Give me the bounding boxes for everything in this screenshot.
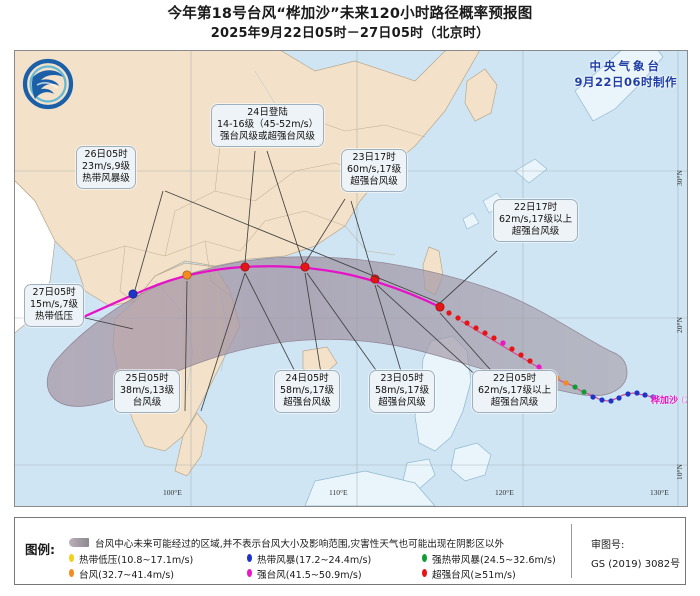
cma-logo-icon [22, 58, 74, 110]
legend-item-super-typhoon: 超强台风(≥51m/s) [422, 567, 516, 581]
callout-24d05[interactable]: 24日05时 58m/s,17级 超强台风级 [274, 370, 341, 414]
approval-label: 审图号: [591, 540, 625, 551]
callout-landfall[interactable]: 24日登陆 14-16级（45-52m/s） 强台风级或超强台风级 [211, 104, 325, 148]
callout-25d05-line1: 25日05时 [125, 373, 169, 384]
legend-label-severe-typhoon: 强台风(41.5~50.9m/s) [257, 570, 362, 581]
legend-left-column: 图例: 台风中心未来可能经过的区域,并不表示台风大小及影响范围,灾害性天气也可能… [15, 518, 571, 584]
callout-22d05-line1: 22日05时 [492, 373, 537, 384]
legend-label-typhoon: 台风(32.7~41.4m/s) [79, 570, 175, 581]
callout-landfall-line2: 14-16级（45-52m/s） [217, 119, 319, 131]
y-tick-20n: 20°N [675, 317, 684, 333]
callout-23d05-line2: 58m/s,17级 [375, 385, 430, 397]
x-tick-110e: 110°E [329, 488, 348, 497]
legend-dot-super-typhoon [422, 569, 427, 577]
callout-22d17[interactable]: 22日17时 62m/s,17级以上 超强台风级 [493, 199, 579, 243]
storm-name-text: 桦加沙 [651, 396, 679, 406]
approval-block: 审图号: GS (2019) 3082号 [591, 536, 680, 574]
callout-27d05-line2: 15m/s,7级 [30, 299, 79, 311]
legend-title: 图例: [25, 542, 55, 557]
callout-22d17-line2: 62m/s,17级以上 [499, 214, 573, 226]
callout-23d17[interactable]: 23日17时 60m/s,17级 超强台风级 [341, 149, 408, 193]
title-line-1: 今年第18号台风“桦加沙”未来120小时路径概率预报图 [167, 6, 533, 22]
callout-25d05[interactable]: 25日05时 38m/s,13级 台风级 [114, 370, 181, 414]
callout-26d05-line1: 26日05时 [84, 149, 128, 160]
legend-label-severe-tropical-storm: 强热带风暴(24.5~32.6m/s) [432, 555, 556, 566]
callout-landfall-line1: 24日登陆 [247, 107, 288, 118]
callout-22d17-line1: 22日17时 [513, 202, 558, 213]
storm-name-label: 桦加沙 (2518) [651, 393, 687, 406]
callout-23d05-line3: 超强台风级 [378, 397, 426, 409]
legend-item-tropical-depression: 热带低压(10.8~17.1m/s) [69, 552, 193, 566]
callout-23d17-line2: 60m/s,17级 [347, 164, 402, 176]
callout-26d05-line2: 23m/s,9级 [82, 161, 131, 173]
legend-label-tropical-storm: 热带风暴(17.2~24.4m/s) [257, 555, 372, 566]
x-tick-120e: 120°E [495, 488, 514, 497]
legend-dot-severe-typhoon [247, 569, 252, 577]
callout-23d17-line1: 23日17时 [352, 152, 396, 163]
callout-22d05-line2: 62m/s,17级以上 [478, 385, 552, 397]
callout-23d05[interactable]: 23日05时 58m/s,17级 超强台风级 [369, 370, 436, 414]
y-tick-30n: 30°N [675, 170, 684, 186]
map-canvas[interactable]: 中央气象台 9月22日06时制作 桦加沙 (2518) 100°E 110°E … [14, 50, 688, 507]
legend-label-tropical-depression: 热带低压(10.8~17.1m/s) [79, 555, 194, 566]
legend-divider [571, 524, 572, 578]
x-tick-100e: 100°E [163, 488, 182, 497]
watermark-line-1: 中央气象台 [589, 59, 662, 73]
callout-24d05-line3: 超强台风级 [283, 397, 331, 409]
y-tick-10n: 10°N [675, 464, 684, 480]
legend-item-typhoon: 台风(32.7~41.4m/s) [69, 567, 174, 581]
legend-item-tropical-storm: 热带风暴(17.2~24.4m/s) [247, 552, 371, 566]
storm-code-text: (2518) [681, 396, 687, 406]
callout-24d05-line1: 24日05时 [285, 373, 329, 384]
legend-item-severe-tropical-storm: 强热带风暴(24.5~32.6m/s) [422, 552, 556, 566]
legend-label-super-typhoon: 超强台风(≥51m/s) [432, 570, 516, 581]
callout-22d17-line3: 超强台风级 [511, 226, 560, 238]
approval-value: GS (2019) 3082号 [591, 559, 681, 570]
cma-watermark: 中央气象台 9月22日06时制作 [574, 59, 677, 90]
legend-dot-severe-tropical-storm [422, 554, 427, 562]
callout-22d05-line3: 超强台风级 [490, 397, 539, 409]
callout-23d17-line3: 超强台风级 [350, 176, 398, 188]
page-title: 今年第18号台风“桦加沙”未来120小时路径概率预报图 2025年9月22日05… [0, 4, 700, 44]
callout-22d05[interactable]: 22日05时 62m/s,17级以上 超强台风级 [472, 370, 558, 414]
callout-27d05-line3: 热带低压 [35, 311, 74, 323]
callout-24d05-line2: 58m/s,17级 [280, 385, 335, 397]
callout-27d05[interactable]: 27日05时 15m/s,7级 热带低压 [24, 284, 85, 328]
map-graphics [15, 51, 687, 506]
watermark-line-2: 9月22日06时制作 [574, 74, 677, 89]
shaded-area-swatch [69, 538, 89, 547]
x-tick-130e: 130°E [650, 488, 669, 497]
legend-dot-tropical-storm [247, 554, 252, 562]
legend-right-column: 审图号: GS (2019) 3082号 [581, 518, 693, 584]
callout-26d05-line3: 热带风暴级 [82, 173, 130, 185]
title-line-2: 2025年9月22日05时－27日05时（北京时） [210, 26, 490, 42]
callout-26d05[interactable]: 26日05时 23m/s,9级 热带风暴级 [76, 146, 137, 190]
callout-25d05-line3: 台风级 [132, 397, 162, 409]
legend-panel: 图例: 台风中心未来可能经过的区域,并不表示台风大小及影响范围,灾害性天气也可能… [14, 517, 686, 585]
legend-dot-tropical-depression [69, 554, 74, 562]
legend-dot-typhoon [69, 569, 74, 577]
map-inner: 中央气象台 9月22日06时制作 桦加沙 (2518) 100°E 110°E … [15, 51, 687, 506]
callout-25d05-line2: 38m/s,13级 [120, 385, 175, 397]
legend-shade-text: 台风中心未来可能经过的区域,并不表示台风大小及影响范围,灾害性天气也可能出现在阴… [95, 539, 505, 550]
callout-23d05-line1: 23日05时 [380, 373, 424, 384]
callout-landfall-line3: 强台风级或超强台风级 [220, 131, 316, 143]
legend-item-severe-typhoon: 强台风(41.5~50.9m/s) [247, 567, 362, 581]
callout-27d05-line1: 27日05时 [32, 287, 76, 298]
